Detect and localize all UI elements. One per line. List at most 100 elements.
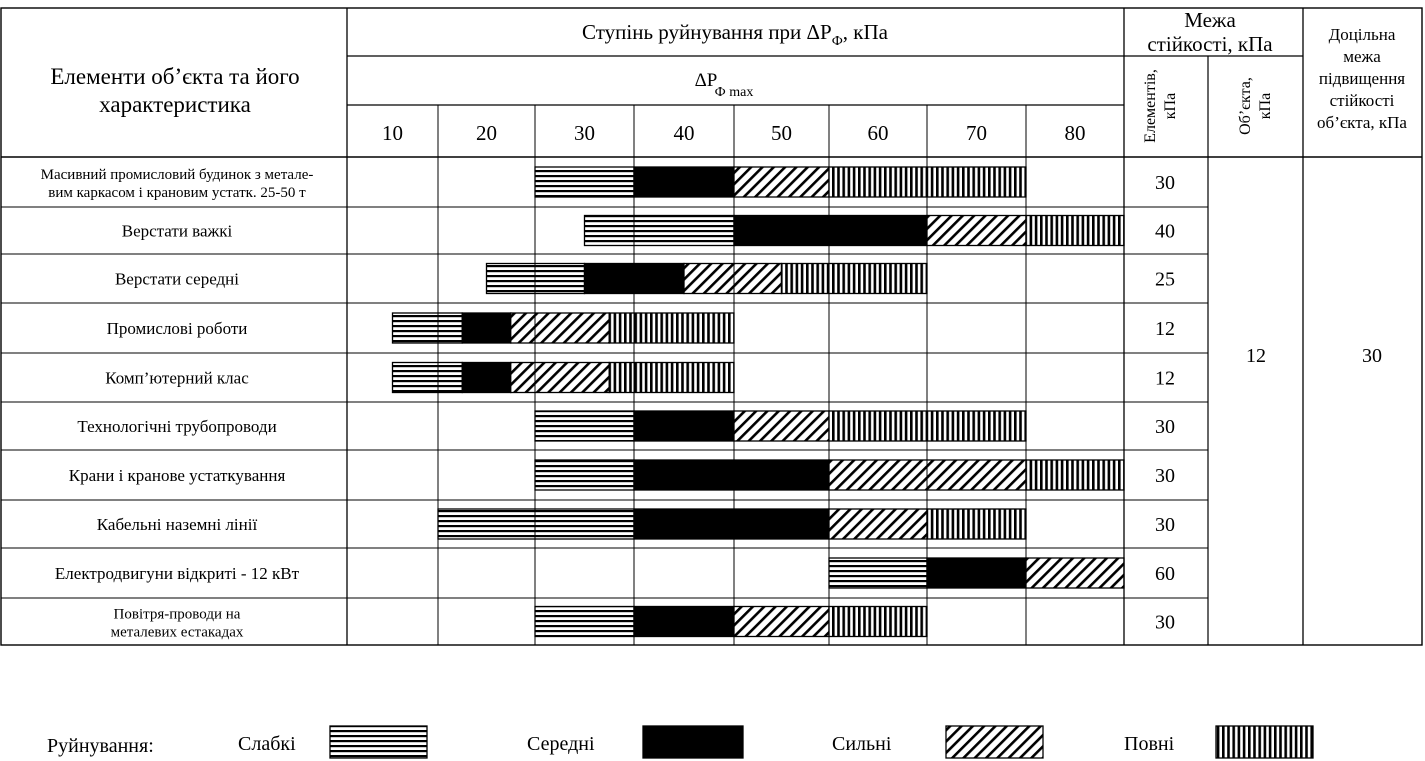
bar-strong [510, 361, 610, 394]
row-limit-value: 25 [1155, 269, 1175, 291]
bar-full [1025, 459, 1125, 491]
bar-medium [926, 557, 1027, 589]
target-title-line2: межа [1343, 47, 1381, 66]
row-limit-value: 40 [1155, 221, 1175, 243]
bar-full [780, 262, 928, 295]
bar-strong [510, 312, 610, 344]
row-name-line2: металевих естакадах [111, 625, 244, 641]
row-limit-value: 30 [1155, 416, 1175, 438]
legend-label-medium: Середні [527, 733, 595, 755]
destruction-title-sub: Ф [832, 34, 843, 49]
table-rows: Масивний промисловий будинок з металe-ви… [41, 167, 1175, 641]
object-col-header: Об’єкта, кПа [1237, 77, 1274, 135]
legend-label-strong: Сильні [832, 733, 892, 755]
pressure-label: 50 [771, 121, 792, 145]
pressure-labels: 10 20 30 40 50 60 70 80 [382, 121, 1086, 145]
target-title: Доцільна [1329, 25, 1396, 44]
pressure-label: 10 [382, 121, 403, 145]
legend: Руйнування: Слабкі Середні Сильні Повні [47, 725, 1314, 759]
row-limit-value: 60 [1155, 563, 1175, 585]
bar-medium [633, 508, 830, 540]
elements-title: Елементи об’єкта та його [50, 64, 299, 89]
bar-strong [926, 214, 1027, 247]
elements-col-header: Елементів, кПа [1142, 69, 1179, 143]
row-name: Електродвигуни відкриті - 12 кВт [55, 564, 300, 583]
table-border [0, 7, 1423, 646]
dp-max-subscript: Ф max [715, 85, 754, 100]
bar-weak [437, 508, 635, 540]
legend-swatch-medium [642, 725, 744, 759]
elements-col-label: Елементів, [1142, 69, 1159, 143]
row-name: Масивний промисловий будинок з металe- [41, 167, 314, 183]
bar-medium [733, 214, 928, 247]
row-name: Кабельні наземні лінії [97, 515, 258, 534]
destruction-title-unit: , кПа [843, 20, 889, 44]
object-col-unit: кПа [1257, 93, 1274, 119]
row-limit-value: 30 [1155, 514, 1175, 536]
elements-title-line2: характеристика [99, 92, 251, 117]
bar-full [926, 508, 1027, 540]
bar-medium [461, 361, 512, 394]
row-name: Технологічні трубопроводи [77, 417, 276, 436]
limit-title: Межа [1184, 8, 1236, 32]
object-col-label: Об’єкта, [1237, 77, 1254, 135]
row-name: Верстати важкі [122, 222, 233, 241]
bar-weak [391, 312, 463, 344]
legend-items: Слабкі Середні Сильні Повні [238, 725, 1314, 759]
bar-medium [633, 410, 735, 442]
bar-weak [534, 166, 635, 198]
row-name: Верстати середні [115, 270, 239, 289]
bar-strong [733, 166, 830, 198]
bar-weak [391, 361, 463, 394]
limit-title-line2: стійкості, кПа [1147, 32, 1273, 56]
bar-medium [633, 459, 830, 491]
bar-full [608, 312, 735, 344]
bar-full [828, 605, 928, 638]
pressure-label: 70 [966, 121, 987, 145]
row-limit-value: 30 [1155, 172, 1175, 194]
bar-strong [683, 262, 783, 295]
bar-full [1025, 214, 1125, 247]
bar-medium [633, 605, 735, 638]
target-limit-value: 30 [1362, 345, 1382, 367]
destruction-title-main: Ступінь руйнування при ΔP [582, 20, 832, 44]
bar-medium [633, 166, 735, 198]
pressure-label: 20 [476, 121, 497, 145]
bar-strong [828, 508, 928, 540]
target-title-line3: підвищення [1319, 69, 1405, 88]
elements-col-unit: кПа [1162, 93, 1179, 119]
row-limit-value: 30 [1155, 465, 1175, 487]
pressure-label: 80 [1065, 121, 1086, 145]
row-name-line2: вим каркасом і крановим устатк. 25-50 т [48, 185, 306, 201]
pressure-label: 60 [868, 121, 889, 145]
row-name: Комп’ютерний клас [105, 369, 249, 388]
row-limit-value: 12 [1155, 368, 1175, 390]
bar-strong [733, 605, 830, 638]
legend-swatch-strong [945, 725, 1044, 759]
legend-label-weak: Слабкі [238, 733, 296, 755]
legend-label-full: Повні [1124, 733, 1175, 755]
row-name: Крани і кранове устаткування [69, 466, 286, 485]
pressure-label: 30 [574, 121, 595, 145]
bar-medium [461, 312, 512, 344]
row-name: Повітря-проводи на [114, 607, 241, 623]
destruction-title: Ступінь руйнування при ΔPФ, кПа [582, 20, 889, 49]
table-grid [0, 7, 1423, 646]
target-title-line4: стійкості [1330, 91, 1395, 110]
bar-weak [534, 410, 635, 442]
row-limit-value: 30 [1155, 612, 1175, 634]
bar-weak [583, 214, 735, 247]
bar-weak [534, 459, 635, 491]
bar-weak [534, 605, 635, 638]
target-title-line5: об’єкта, кПа [1317, 113, 1407, 132]
bar-strong [733, 410, 830, 442]
table-header: Елементи об’єкта та його характеристика … [50, 8, 1407, 145]
legend-swatch-weak [329, 725, 428, 759]
bar-strong [1025, 557, 1125, 589]
row-limit-value: 12 [1155, 318, 1175, 340]
object-limit-value: 12 [1246, 345, 1266, 367]
bar-weak [828, 557, 928, 589]
dp-max-label: ΔP [695, 70, 718, 91]
row-name: Промислові роботи [107, 319, 248, 338]
